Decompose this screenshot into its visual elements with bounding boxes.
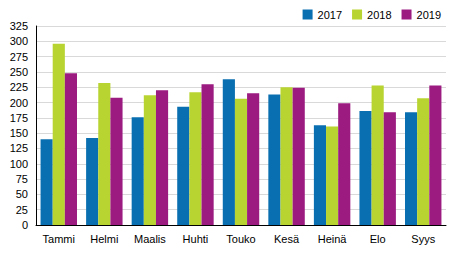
svg-text:325: 325 [10, 20, 28, 32]
svg-text:Elo: Elo [370, 233, 386, 245]
svg-text:Kesä: Kesä [274, 233, 300, 245]
svg-text:25: 25 [16, 204, 28, 216]
svg-text:150: 150 [10, 127, 28, 139]
svg-text:2018: 2018 [367, 9, 391, 21]
svg-text:75: 75 [16, 173, 28, 185]
svg-text:50: 50 [16, 188, 28, 200]
svg-text:175: 175 [10, 112, 28, 124]
svg-text:300: 300 [10, 35, 28, 47]
svg-text:100: 100 [10, 158, 28, 170]
svg-text:Tammi: Tammi [43, 233, 75, 245]
svg-text:250: 250 [10, 66, 28, 78]
svg-text:2017: 2017 [318, 9, 342, 21]
svg-text:Huhti: Huhti [183, 233, 209, 245]
svg-text:Syys: Syys [411, 233, 435, 245]
svg-text:275: 275 [10, 51, 28, 63]
svg-text:Maalis: Maalis [134, 233, 166, 245]
svg-text:Touko: Touko [226, 233, 255, 245]
svg-text:2019: 2019 [417, 9, 441, 21]
svg-text:225: 225 [10, 81, 28, 93]
svg-text:Helmi: Helmi [90, 233, 118, 245]
svg-text:200: 200 [10, 97, 28, 109]
svg-text:Heinä: Heinä [318, 233, 348, 245]
svg-text:0: 0 [22, 219, 28, 231]
svg-text:125: 125 [10, 142, 28, 154]
